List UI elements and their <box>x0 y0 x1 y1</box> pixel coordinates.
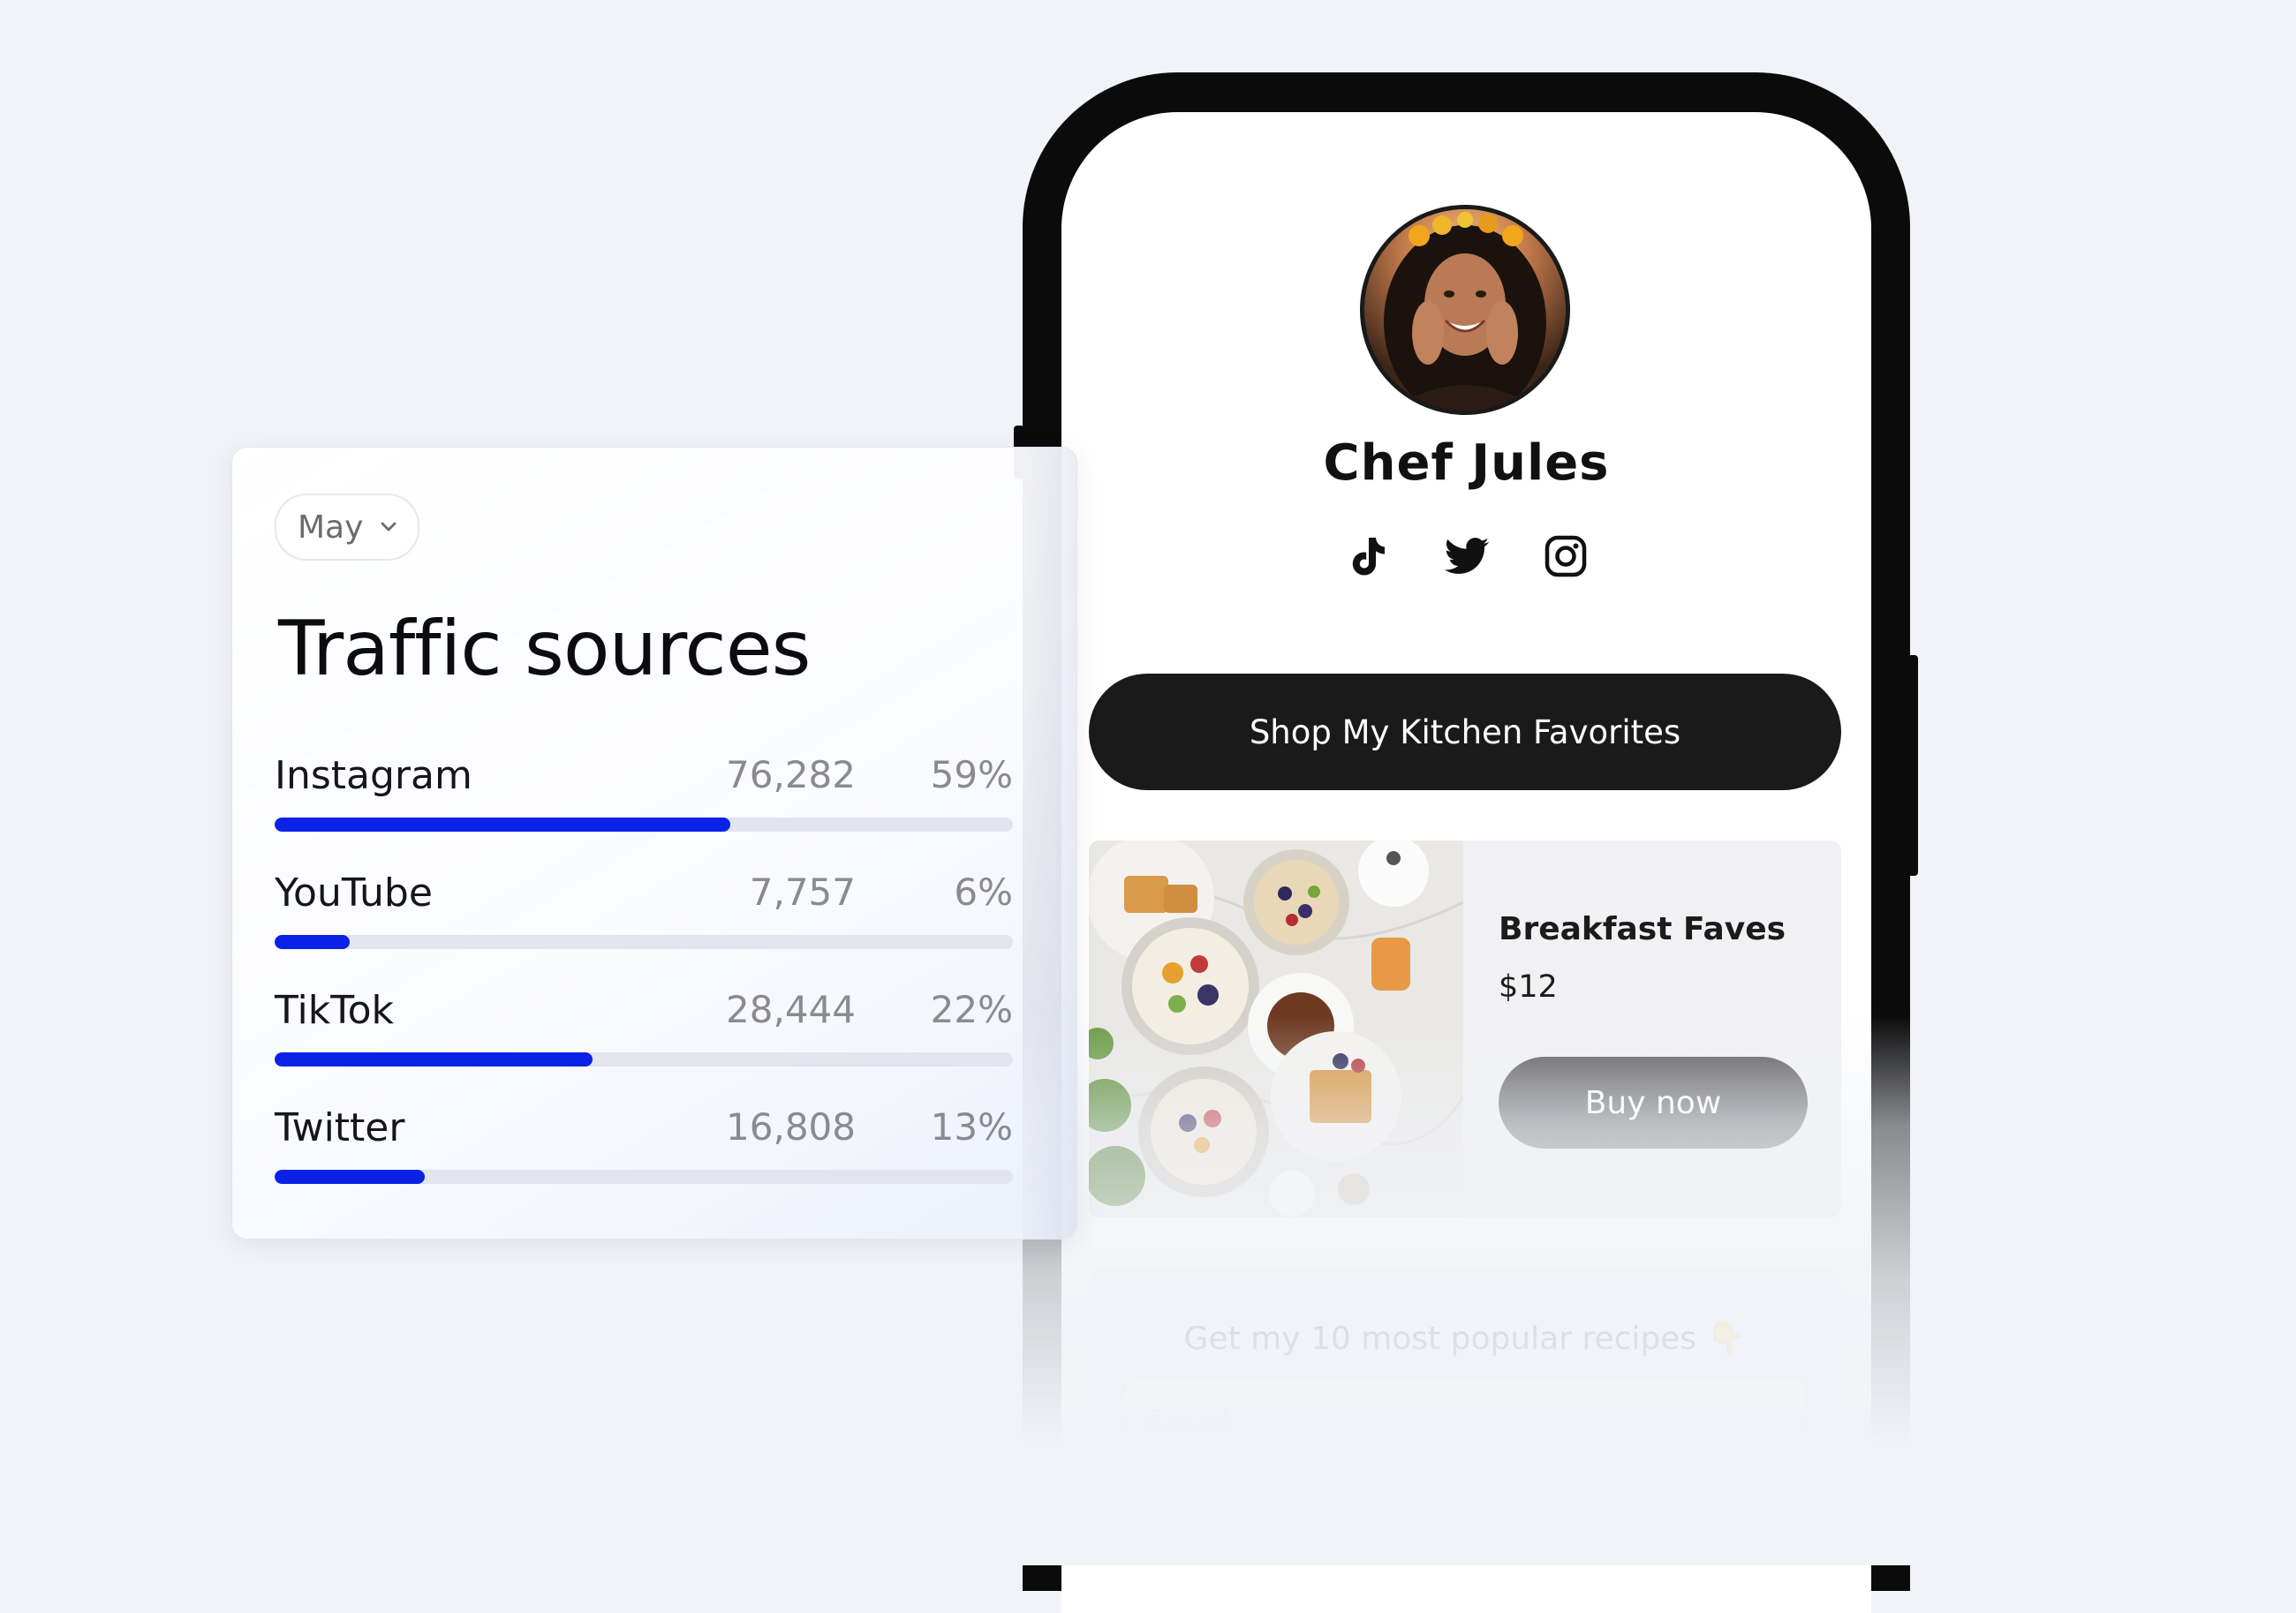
buy-now-button[interactable]: Buy now <box>1499 1057 1808 1149</box>
source-count: 76,282 <box>726 753 856 796</box>
source-count: 28,444 <box>726 988 856 1031</box>
phone-power-button <box>1907 655 1918 876</box>
progress-fill <box>275 1052 593 1067</box>
progress-fill <box>275 1170 425 1184</box>
avatar[interactable] <box>1360 205 1570 415</box>
traffic-row-tiktok: TikTok 28,444 22% <box>275 979 1013 1097</box>
progress-track <box>275 935 1013 949</box>
product-price: $12 <box>1499 969 1558 1005</box>
progress-track <box>275 1170 1013 1184</box>
traffic-sources-card: May Traffic sources Instagram 76,282 59%… <box>231 447 1077 1240</box>
month-dropdown[interactable]: May <box>275 494 420 561</box>
phone-screen: Chef Jules Shop My Kitchen Favorites <box>1061 112 1871 1613</box>
traffic-sources-title: Traffic sources <box>278 605 811 693</box>
product-image <box>1089 840 1463 1217</box>
month-dropdown-label: May <box>298 509 364 546</box>
source-percent: 6% <box>954 871 1013 914</box>
source-name: Twitter <box>275 1105 405 1150</box>
chevron-down-icon <box>379 517 398 537</box>
source-percent: 22% <box>930 988 1013 1031</box>
source-count: 16,808 <box>726 1105 856 1149</box>
progress-track <box>275 1052 1013 1067</box>
profile-photo <box>1364 209 1566 411</box>
source-name: TikTok <box>275 988 395 1033</box>
social-links <box>1061 534 1871 578</box>
instagram-icon[interactable] <box>1544 534 1588 578</box>
tiktok-icon[interactable] <box>1346 534 1390 578</box>
signup-title: Get my 10 most popular recipes 👇 <box>1183 1321 1747 1357</box>
twitter-icon[interactable] <box>1444 534 1489 578</box>
product-card[interactable]: Breakfast Faves $12 Buy now <box>1089 840 1841 1217</box>
progress-track <box>275 818 1013 832</box>
shop-kitchen-favorites-button[interactable]: Shop My Kitchen Favorites <box>1089 674 1841 790</box>
traffic-row-youtube: YouTube 7,757 6% <box>275 862 1013 979</box>
traffic-row-twitter: Twitter 16,808 13% <box>275 1097 1013 1214</box>
profile-name: Chef Jules <box>1323 434 1610 492</box>
progress-fill <box>275 818 730 832</box>
progress-fill <box>275 935 351 949</box>
source-percent: 13% <box>930 1105 1013 1149</box>
source-name: YouTube <box>275 871 433 916</box>
source-count: 7,757 <box>749 871 856 914</box>
signup-card: Get my 10 most popular recipes 👇 <box>1089 1269 1841 1534</box>
traffic-source-list: Instagram 76,282 59% YouTube 7,757 6% Ti… <box>275 744 1013 1214</box>
product-title: Breakfast Faves <box>1499 911 1786 947</box>
email-field[interactable] <box>1122 1377 1808 1466</box>
source-name: Instagram <box>275 753 472 798</box>
traffic-row-instagram: Instagram 76,282 59% <box>275 744 1013 862</box>
source-percent: 59% <box>930 753 1013 796</box>
